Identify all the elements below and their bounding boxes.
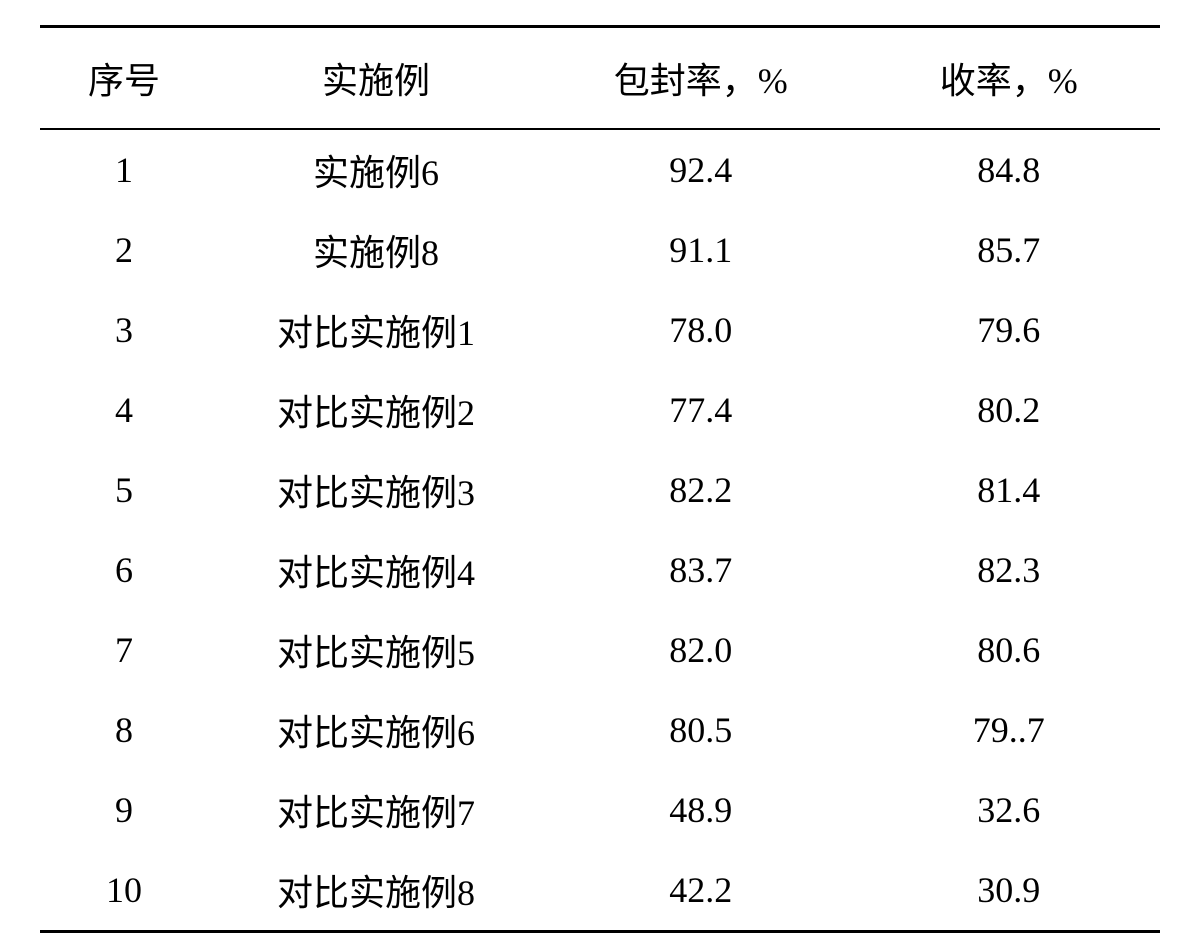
cell-name: 实施例8 bbox=[208, 210, 544, 290]
cell-yield: 84.8 bbox=[858, 129, 1160, 210]
cell-name: 对比实施例5 bbox=[208, 610, 544, 690]
header-encapsulation: 包封率，% bbox=[544, 27, 858, 130]
cell-yield: 32.6 bbox=[858, 770, 1160, 850]
cell-seq: 8 bbox=[40, 690, 208, 770]
table-row: 4 对比实施例2 77.4 80.2 bbox=[40, 370, 1160, 450]
cell-encap: 82.2 bbox=[544, 450, 858, 530]
cell-yield: 82.3 bbox=[858, 530, 1160, 610]
cell-name: 对比实施例1 bbox=[208, 290, 544, 370]
cell-seq: 10 bbox=[40, 850, 208, 932]
cell-seq: 2 bbox=[40, 210, 208, 290]
cell-name: 对比实施例7 bbox=[208, 770, 544, 850]
cell-yield: 80.2 bbox=[858, 370, 1160, 450]
data-table: 序号 实施例 包封率，% 收率，% 1 实施例6 92.4 84.8 2 实施例… bbox=[40, 25, 1160, 933]
cell-seq: 9 bbox=[40, 770, 208, 850]
cell-name: 对比实施例6 bbox=[208, 690, 544, 770]
cell-name: 对比实施例2 bbox=[208, 370, 544, 450]
table-row: 6 对比实施例4 83.7 82.3 bbox=[40, 530, 1160, 610]
cell-yield: 79..7 bbox=[858, 690, 1160, 770]
cell-seq: 7 bbox=[40, 610, 208, 690]
cell-yield: 81.4 bbox=[858, 450, 1160, 530]
cell-seq: 5 bbox=[40, 450, 208, 530]
table-row: 3 对比实施例1 78.0 79.6 bbox=[40, 290, 1160, 370]
cell-name: 实施例6 bbox=[208, 129, 544, 210]
cell-encap: 80.5 bbox=[544, 690, 858, 770]
table-row: 2 实施例8 91.1 85.7 bbox=[40, 210, 1160, 290]
table-row: 10 对比实施例8 42.2 30.9 bbox=[40, 850, 1160, 932]
cell-encap: 82.0 bbox=[544, 610, 858, 690]
cell-encap: 48.9 bbox=[544, 770, 858, 850]
cell-encap: 92.4 bbox=[544, 129, 858, 210]
table-row: 1 实施例6 92.4 84.8 bbox=[40, 129, 1160, 210]
cell-name: 对比实施例3 bbox=[208, 450, 544, 530]
header-seq: 序号 bbox=[40, 27, 208, 130]
cell-name: 对比实施例4 bbox=[208, 530, 544, 610]
cell-yield: 85.7 bbox=[858, 210, 1160, 290]
cell-seq: 3 bbox=[40, 290, 208, 370]
cell-yield: 80.6 bbox=[858, 610, 1160, 690]
cell-encap: 42.2 bbox=[544, 850, 858, 932]
table-row: 9 对比实施例7 48.9 32.6 bbox=[40, 770, 1160, 850]
header-example: 实施例 bbox=[208, 27, 544, 130]
table-header: 序号 实施例 包封率，% 收率，% bbox=[40, 27, 1160, 130]
table-row: 5 对比实施例3 82.2 81.4 bbox=[40, 450, 1160, 530]
cell-encap: 77.4 bbox=[544, 370, 858, 450]
header-row: 序号 实施例 包封率，% 收率，% bbox=[40, 27, 1160, 130]
cell-encap: 91.1 bbox=[544, 210, 858, 290]
cell-seq: 6 bbox=[40, 530, 208, 610]
cell-yield: 30.9 bbox=[858, 850, 1160, 932]
table-body: 1 实施例6 92.4 84.8 2 实施例8 91.1 85.7 3 对比实施… bbox=[40, 129, 1160, 932]
table-row: 8 对比实施例6 80.5 79..7 bbox=[40, 690, 1160, 770]
cell-encap: 78.0 bbox=[544, 290, 858, 370]
cell-yield: 79.6 bbox=[858, 290, 1160, 370]
header-yield: 收率，% bbox=[858, 27, 1160, 130]
cell-encap: 83.7 bbox=[544, 530, 858, 610]
table-row: 7 对比实施例5 82.0 80.6 bbox=[40, 610, 1160, 690]
cell-name: 对比实施例8 bbox=[208, 850, 544, 932]
cell-seq: 4 bbox=[40, 370, 208, 450]
cell-seq: 1 bbox=[40, 129, 208, 210]
